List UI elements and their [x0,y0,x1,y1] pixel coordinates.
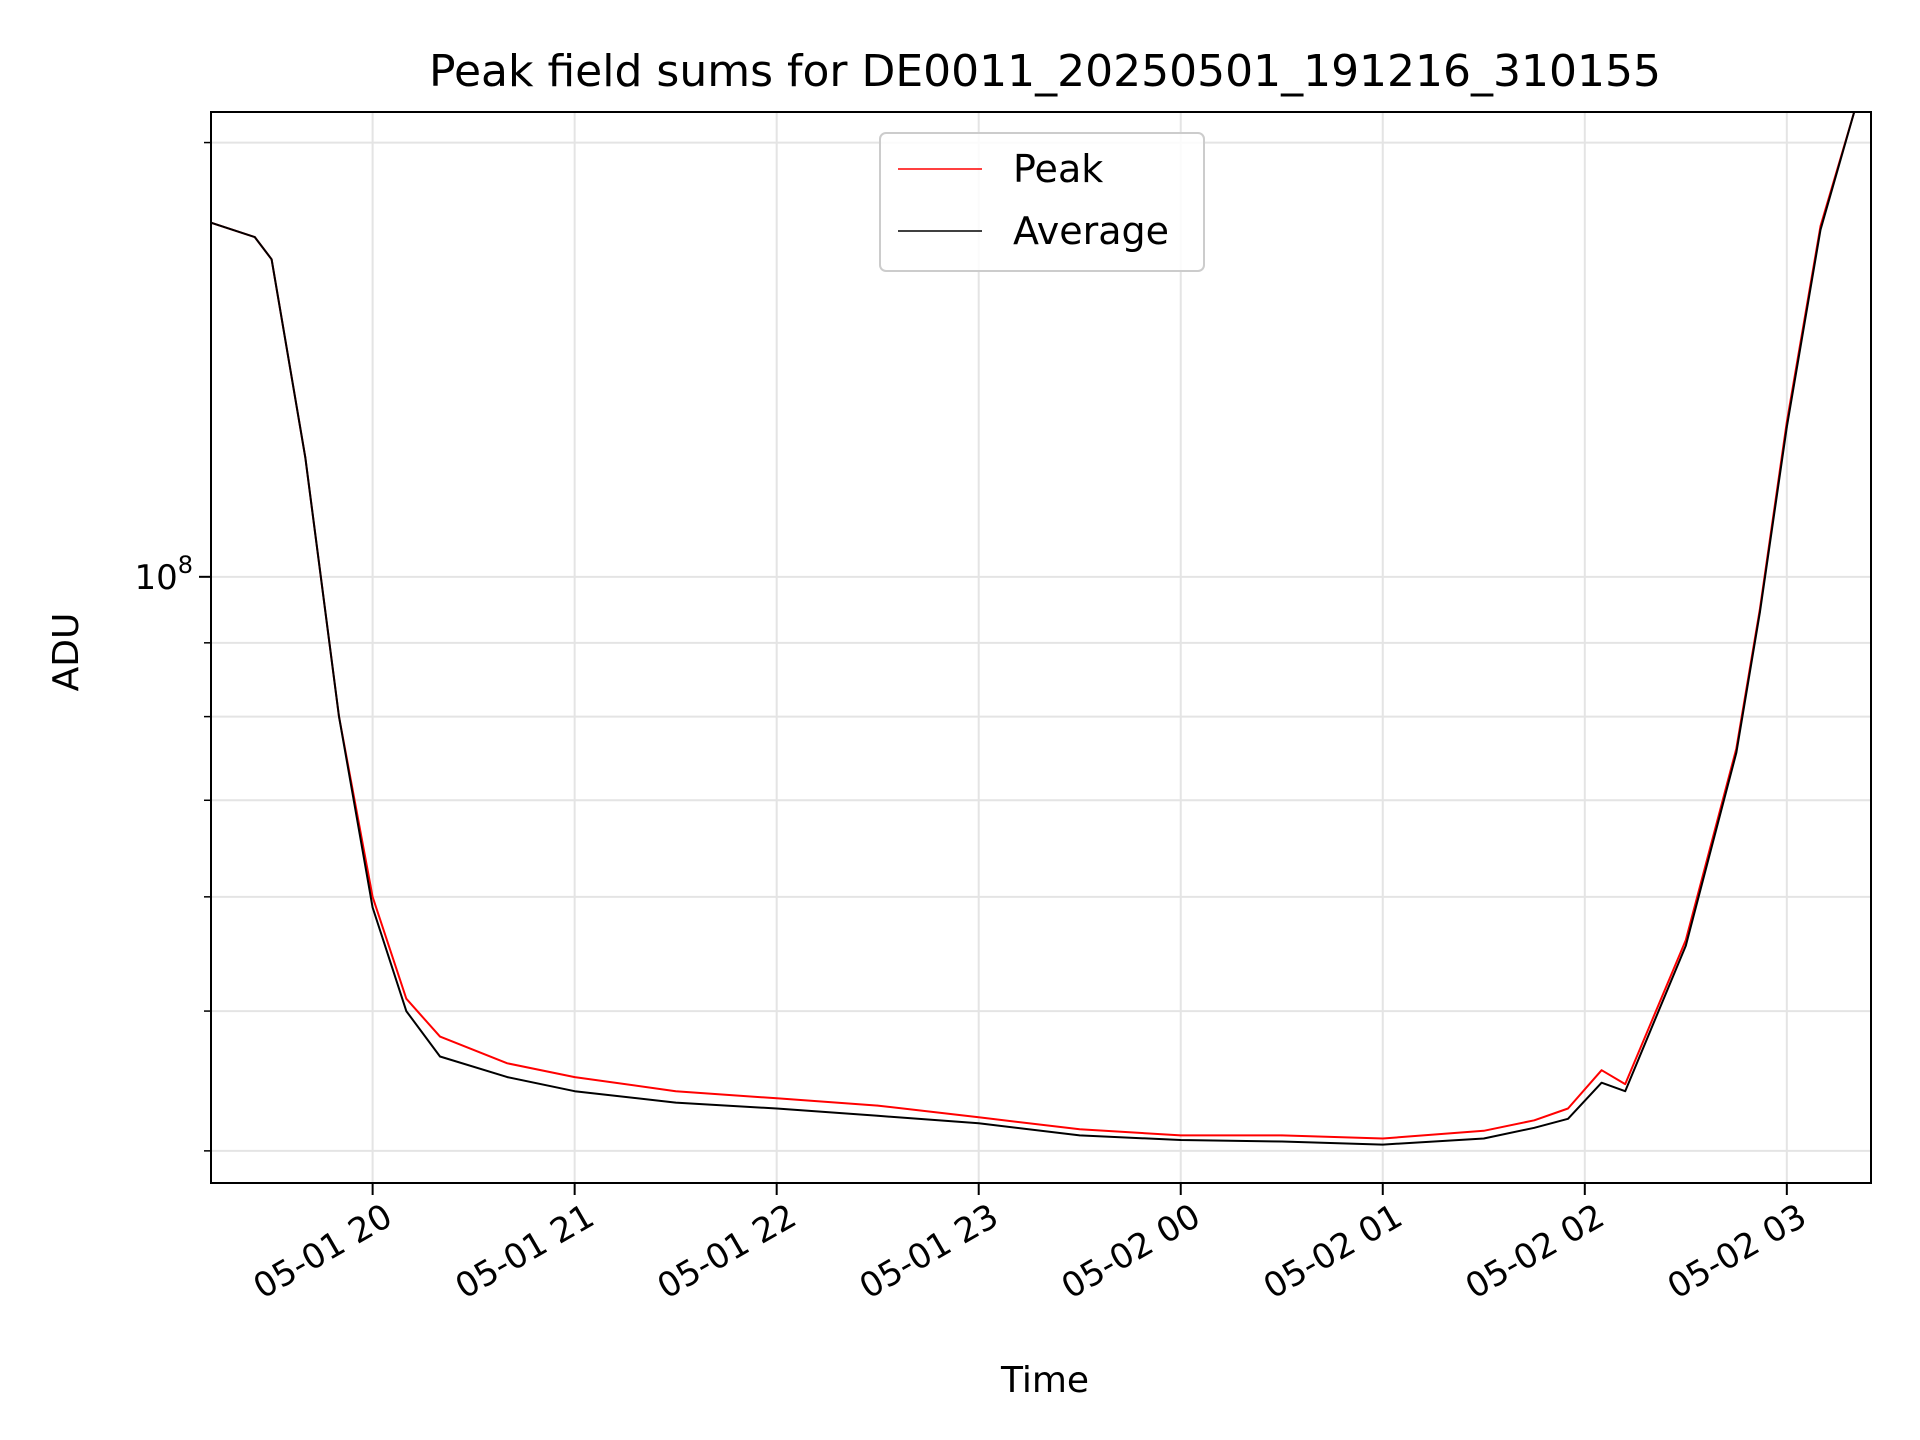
data-point-peak [371,896,374,898]
legend-box [879,132,1205,272]
chart-title: Peak field sums for DE0011_20250501_1912… [429,46,1661,97]
x-tick-label: 05-01 23 [853,1196,1005,1307]
data-point-peak [1533,1119,1536,1122]
data-point-average [1483,1137,1485,1140]
data-point-average [371,906,374,909]
y-tick-exponent: 8 [178,551,193,579]
data-point-peak [573,1076,576,1078]
data-point-average [1382,1143,1384,1146]
data-point-average [573,1090,576,1092]
data-point-average [439,1055,441,1058]
legend: Peak Average [879,132,1205,272]
data-point-peak [674,1090,677,1092]
data-point-average [977,1122,980,1125]
data-point-average [1786,426,1788,428]
data-point-average [270,258,273,261]
data-point-average [775,1107,778,1110]
legend-label-peak: Peak [1013,147,1103,191]
data-point-average [254,236,256,238]
data-point-average [338,715,340,718]
data-point-peak [775,1097,778,1100]
data-point-average [1624,1090,1626,1092]
data-point-average [1281,1140,1283,1143]
data-point-peak [506,1062,509,1065]
data-point-average [405,1010,408,1012]
data-point-average [1533,1127,1536,1129]
data-point-average [506,1076,509,1078]
x-tick-label: 05-02 02 [1459,1196,1611,1307]
data-point-peak [1281,1134,1283,1137]
x-tick-label: 05-02 00 [1055,1196,1207,1307]
data-point-peak [1567,1107,1569,1110]
x-tick-label: 05-01 21 [449,1196,601,1307]
data-point-peak [1382,1137,1384,1140]
x-tick-label: 05-02 03 [1661,1196,1813,1307]
data-point-average [1735,752,1738,754]
data-point-peak [876,1104,879,1107]
data-point-average [1685,944,1687,947]
data-point-average [1078,1134,1081,1137]
data-point-peak [1179,1134,1182,1137]
data-point-peak [1483,1130,1485,1132]
plot-frame [210,111,1872,1184]
data-point-average [304,456,307,459]
y-tick-label: 108 [134,551,193,598]
data-point-peak [1600,1069,1603,1071]
grid-lines [211,112,1871,1183]
data-point-peak [405,997,408,1000]
x-tick-label: 05-01 22 [651,1196,803,1307]
data-point-peak [1078,1128,1081,1131]
data-point-average [674,1101,677,1104]
data-point-average [1179,1139,1182,1141]
data-point-average [876,1115,879,1117]
data-point-average [1759,611,1761,614]
x-tick-label: 05-02 01 [1257,1196,1409,1307]
data-point-peak [439,1035,441,1038]
y-tick-base: 10 [134,558,177,598]
x-tick-label: 05-01 20 [247,1196,399,1307]
ticks: 05-01 20 05-01 21 05-01 22 05-01 23 05-02 00… [134,141,1813,1307]
data-point-peak [1624,1083,1626,1085]
data-point-average [1567,1118,1569,1120]
data-point-peak [977,1116,980,1119]
y-axis-label: ADU [46,613,87,692]
legend-label-average: Average [1013,209,1169,253]
x-axis-label: Time [1000,1360,1089,1401]
series-layer [211,112,1856,1146]
data-point-average [1600,1081,1603,1084]
data-point-average [1819,229,1822,231]
